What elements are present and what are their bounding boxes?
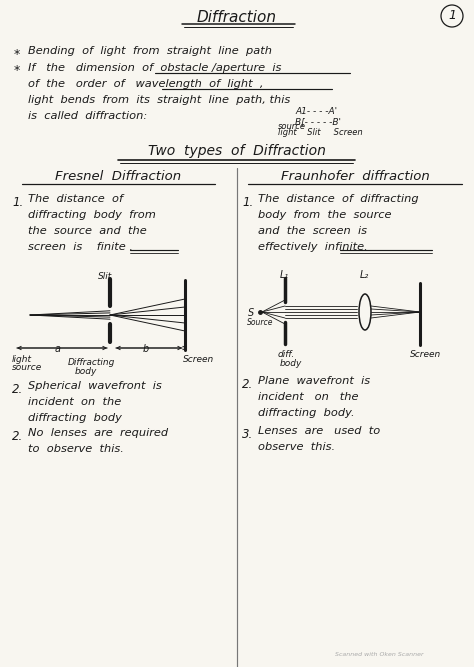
Text: Two  types  of  Diffraction: Two types of Diffraction	[148, 144, 326, 158]
Text: 2.: 2.	[12, 383, 23, 396]
Text: light  bends  from  its  straight  line  path, this: light bends from its straight line path,…	[28, 95, 290, 105]
Text: Source: Source	[247, 318, 273, 327]
Text: L₂: L₂	[360, 270, 369, 280]
Text: of  the   order  of   wavelength  of  light  ,: of the order of wavelength of light ,	[28, 79, 264, 89]
Text: The  distance  of: The distance of	[28, 194, 123, 204]
Text: 2.: 2.	[242, 378, 253, 391]
Text: Plane  wavefront  is: Plane wavefront is	[258, 376, 370, 386]
Text: light: light	[12, 355, 32, 364]
Text: Screen: Screen	[410, 350, 441, 359]
Text: Fresnel  Diffraction: Fresnel Diffraction	[55, 170, 181, 183]
Text: *: *	[14, 48, 20, 61]
Text: diffracting  body.: diffracting body.	[258, 408, 355, 418]
Text: Screen: Screen	[183, 355, 214, 364]
Text: light    Slit     Screen: light Slit Screen	[278, 128, 363, 137]
Text: source: source	[12, 363, 42, 372]
Text: Slit: Slit	[98, 272, 112, 281]
Text: incident   on   the: incident on the	[258, 392, 358, 402]
Text: 3.: 3.	[242, 428, 253, 441]
Text: diffracting  body  from: diffracting body from	[28, 210, 156, 220]
Text: If   the   dimension  of  obstacle /aperture  is: If the dimension of obstacle /aperture i…	[28, 63, 282, 73]
Text: diffracting  body: diffracting body	[28, 413, 122, 423]
Text: a: a	[55, 344, 61, 354]
Text: Diffraction: Diffraction	[197, 10, 277, 25]
Text: incident  on  the: incident on the	[28, 397, 121, 407]
Text: observe  this.: observe this.	[258, 442, 335, 452]
Text: body: body	[280, 359, 302, 368]
Text: Scanned with Oken Scanner: Scanned with Oken Scanner	[335, 652, 424, 657]
Text: diff.: diff.	[278, 350, 295, 359]
Text: 1: 1	[448, 9, 456, 22]
Text: Bending  of  light  from  straight  line  path: Bending of light from straight line path	[28, 46, 272, 56]
Text: is  called  diffraction:: is called diffraction:	[28, 111, 147, 121]
Text: Lenses  are   used  to: Lenses are used to	[258, 426, 380, 436]
Text: No  lenses  are  required: No lenses are required	[28, 428, 168, 438]
Text: body  from  the  source: body from the source	[258, 210, 392, 220]
Text: A1- - - -A': A1- - - -A'	[295, 107, 337, 116]
Text: body: body	[75, 367, 97, 376]
Text: The  distance  of  diffracting: The distance of diffracting	[258, 194, 419, 204]
Text: and  the  screen  is: and the screen is	[258, 226, 367, 236]
Text: 1.: 1.	[12, 196, 23, 209]
Text: Diffracting: Diffracting	[68, 358, 115, 367]
Text: to  observe  this.: to observe this.	[28, 444, 124, 454]
Text: 1.: 1.	[242, 196, 253, 209]
Text: Fraunhofer  diffraction: Fraunhofer diffraction	[281, 170, 429, 183]
Text: L₁: L₁	[280, 270, 289, 280]
Text: the  source  and  the: the source and the	[28, 226, 147, 236]
Text: b: b	[143, 344, 149, 354]
Text: *: *	[14, 64, 20, 77]
Text: B[- - - - -B': B[- - - - -B'	[295, 117, 341, 126]
Text: S: S	[248, 308, 254, 318]
Text: 2.: 2.	[12, 430, 23, 443]
Text: Spherical  wavefront  is: Spherical wavefront is	[28, 381, 162, 391]
Text: screen  is    finite .: screen is finite .	[28, 242, 133, 252]
Text: source: source	[278, 122, 306, 131]
Text: effectively  infinite.: effectively infinite.	[258, 242, 368, 252]
